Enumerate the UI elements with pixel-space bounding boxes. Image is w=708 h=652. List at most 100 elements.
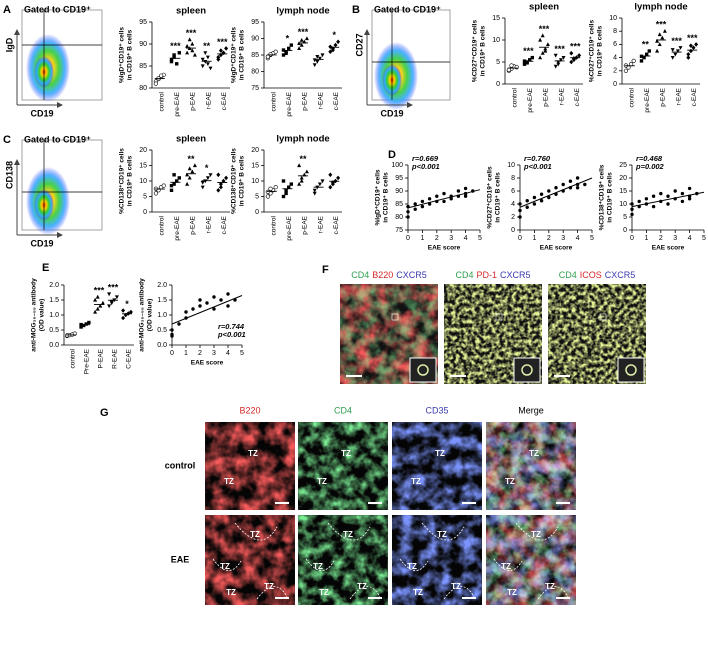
chart-title: lymph node	[634, 2, 687, 13]
point	[539, 199, 544, 203]
dot	[169, 188, 174, 192]
x-tick-label: c-EAE	[574, 87, 581, 106]
region-label: TZ	[451, 582, 461, 591]
boundary	[305, 558, 335, 571]
x-tick-label: 2	[547, 235, 551, 242]
x-tick-label: 1	[184, 350, 188, 357]
region-label: TZ	[343, 530, 353, 539]
inset	[409, 357, 437, 383]
x-tick-label: control	[629, 87, 636, 107]
dot	[328, 49, 333, 54]
column-header: CD35	[425, 405, 448, 415]
flow-x-label: CD19	[380, 108, 403, 118]
dot	[107, 304, 112, 309]
x-tick-label: control	[271, 215, 278, 235]
dot	[556, 62, 561, 67]
micrograph-layer	[205, 515, 295, 605]
dot	[506, 67, 512, 73]
dot	[224, 175, 229, 181]
x-tick-label: pre-EAE	[174, 91, 181, 116]
dot	[169, 183, 174, 188]
boundary	[234, 522, 278, 541]
y-tick-label: 80	[395, 214, 403, 221]
flow-y-label: CD138	[4, 161, 14, 189]
point	[226, 292, 230, 296]
dot	[128, 309, 133, 315]
region-label: TZ	[250, 530, 260, 539]
boundary	[399, 558, 429, 571]
y-axis-label: (OD value)	[147, 299, 154, 332]
dot	[525, 61, 529, 65]
annotation: r=0.669	[412, 154, 439, 163]
y-tick-label: 1.0	[157, 312, 167, 319]
dot	[87, 320, 91, 325]
dot	[299, 37, 304, 42]
x-tick-label: control	[159, 215, 166, 235]
region-label: TZ	[545, 582, 555, 591]
x-tick-label: c-EAE	[333, 215, 340, 234]
significance: ***	[217, 37, 228, 47]
dot	[662, 29, 667, 33]
dot	[328, 44, 333, 50]
dot	[645, 52, 649, 56]
point	[525, 199, 529, 203]
micrograph-layer	[392, 422, 482, 510]
header-word: CXCR5	[396, 270, 427, 280]
point	[666, 202, 670, 206]
significance: ***	[108, 282, 119, 292]
y-axis-label: in CD19⁺ B cells	[127, 29, 134, 80]
point	[547, 189, 551, 193]
header-word: CD4	[559, 270, 577, 280]
point	[518, 202, 522, 206]
image-header: CD4 ICOS CXCR5	[559, 270, 636, 280]
x-tick-label: pre-EAE	[174, 215, 181, 240]
x-axis-label: EAE score	[652, 245, 685, 252]
x-tick-label: 0	[406, 235, 410, 242]
dot	[190, 48, 195, 53]
y-axis-label: %CD27⁺CD19⁺ cells	[487, 166, 494, 229]
y-tick-label: 4	[511, 201, 515, 208]
dot	[569, 59, 574, 65]
significance: ***	[523, 46, 534, 56]
dot	[107, 292, 112, 297]
x-tick-label: 3	[212, 350, 216, 357]
y-axis-label: anti-MOG₃₅₋₅₅ antibody	[31, 278, 38, 352]
significance: ***	[170, 41, 181, 51]
panel-label: C	[3, 134, 11, 146]
gate-text: Gated to CD19⁺	[24, 4, 91, 14]
chart-title: lymph node	[276, 6, 329, 17]
point	[427, 197, 432, 201]
dot	[538, 37, 543, 42]
significance: *	[332, 30, 336, 40]
region-label: TZ	[248, 449, 258, 458]
point	[456, 189, 461, 193]
point	[575, 186, 580, 190]
dot	[281, 194, 286, 199]
dot	[218, 48, 223, 53]
y-tick-label: 0	[623, 227, 627, 234]
dot	[205, 62, 210, 66]
flow-x-label: CD19	[30, 238, 53, 248]
x-tick-label: 3	[673, 235, 677, 242]
dot	[686, 52, 691, 57]
y-tick-label: 85	[139, 63, 147, 70]
dot	[200, 185, 205, 190]
dot	[273, 185, 278, 190]
dot	[79, 325, 83, 329]
region-label: TZ	[407, 562, 417, 571]
region-label: TZ	[531, 530, 541, 539]
dot	[64, 333, 70, 338]
flow-y-label: CD27	[354, 33, 364, 56]
dot	[153, 81, 158, 86]
point	[198, 298, 202, 302]
dot	[297, 181, 302, 186]
dot	[553, 53, 558, 58]
micrograph-layer	[298, 422, 388, 510]
x-tick-label: r-EAE	[675, 87, 682, 105]
dot	[224, 46, 229, 51]
x-tick-label: p-EAE	[190, 215, 197, 234]
y-tick-label: 95	[395, 175, 403, 182]
region-label: TZ	[505, 477, 515, 486]
point	[420, 199, 425, 204]
dot	[694, 42, 699, 47]
